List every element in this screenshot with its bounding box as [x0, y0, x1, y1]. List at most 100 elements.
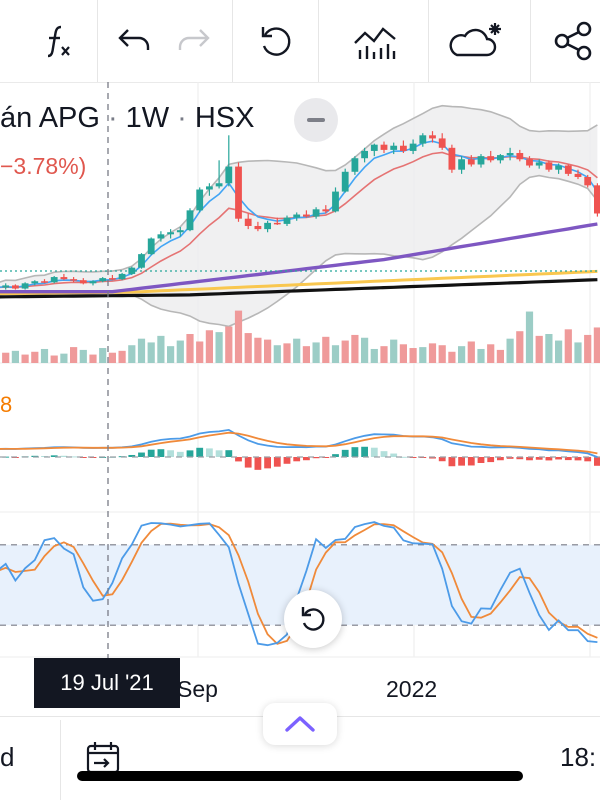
macd-histogram-bar [467, 457, 475, 466]
symbol-title: án APG [0, 101, 100, 134]
macd-histogram-bar [196, 447, 204, 457]
volume-bar [108, 352, 116, 363]
macd-histogram-bar [157, 449, 165, 457]
volume-bar [409, 348, 417, 363]
candle-body [458, 159, 465, 170]
expand-panel-button[interactable] [263, 703, 337, 745]
x-axis-label-2022: 2022 [386, 676, 438, 702]
symbol-legend[interactable]: án APG · 1W · HSX [0, 96, 254, 140]
volume-bar [506, 338, 514, 363]
macd-histogram-bar [351, 447, 359, 457]
toolbar-divider [428, 0, 429, 82]
volume-bar [79, 349, 87, 363]
candle-body [273, 222, 281, 225]
candle-body [70, 279, 77, 281]
candle-body [186, 210, 194, 231]
volume-bar [496, 349, 504, 363]
macd-signal-line [0, 431, 598, 455]
candle-body [264, 222, 271, 230]
macd-histogram-bar [322, 457, 330, 458]
macd-histogram-bar [400, 456, 407, 458]
volume-bar [331, 345, 340, 363]
candle-body [21, 283, 29, 289]
volume-bar [147, 342, 155, 363]
candle-body [176, 230, 184, 233]
candle-body [109, 278, 116, 280]
macd-histogram-bar [535, 457, 543, 460]
interval-label[interactable]: 1W [125, 101, 170, 134]
volume-bar [50, 355, 58, 363]
volume-bar [273, 345, 281, 363]
macd-histogram-bar [506, 457, 514, 459]
volume-bar [477, 348, 485, 363]
macd-histogram-bar [458, 457, 465, 466]
volume-bar [341, 340, 349, 363]
macd-histogram-bar [303, 457, 310, 461]
volume-bar [302, 346, 310, 363]
volume-bar [264, 339, 272, 363]
indicators-icon[interactable] [340, 0, 410, 82]
candle-body [380, 144, 388, 150]
reset-icon[interactable] [246, 0, 306, 82]
candle-body [477, 156, 485, 165]
volume-bar [525, 311, 534, 363]
macd-histogram-bar [215, 450, 223, 457]
function-icon[interactable] [22, 0, 92, 82]
macd-histogram-bar [584, 457, 592, 462]
undo-icon[interactable] [110, 0, 160, 82]
macd-legend-value: 8 [0, 392, 13, 417]
volume-bar [234, 310, 243, 363]
macd-histogram-bar [341, 449, 349, 457]
volume-bar [351, 334, 359, 363]
candle-body [50, 277, 58, 283]
toolbar-divider [318, 0, 319, 82]
candle-body [41, 281, 48, 283]
candle-body [2, 285, 10, 288]
candle-body [118, 273, 126, 280]
volume-bar [283, 343, 291, 363]
redo-icon[interactable] [168, 0, 218, 82]
volume-bar [293, 338, 301, 363]
chevron-up-icon [285, 716, 315, 732]
share-icon[interactable] [545, 0, 600, 82]
reset-icon [301, 607, 325, 631]
candle-body [79, 280, 87, 284]
toolbar-divider [530, 0, 531, 82]
collapse-legend-button[interactable] [294, 98, 338, 142]
macd-histogram-bar [60, 455, 68, 457]
macd-histogram-bar [138, 452, 145, 457]
candle-body [390, 145, 398, 150]
exchange-label: HSX [194, 101, 255, 134]
timeframe-text[interactable]: d [0, 742, 15, 772]
candle-body [206, 186, 213, 190]
candle-body [244, 218, 252, 226]
candle-body [89, 281, 97, 284]
volume-bar [60, 353, 68, 363]
macd-histogram-bar [516, 457, 524, 460]
macd-histogram-bar [361, 446, 368, 457]
candle-body [99, 278, 107, 282]
candle-body [448, 147, 456, 170]
macd-histogram-bar [564, 457, 572, 461]
volume-bar [89, 354, 97, 363]
volume-bar [487, 344, 495, 363]
macd-histogram-bar [487, 457, 495, 463]
volume-bar [370, 348, 378, 363]
candle-body [506, 153, 514, 156]
volume-bar [137, 338, 146, 363]
volume-bar [322, 336, 330, 363]
candle-body [370, 144, 378, 151]
volume-bar [390, 339, 398, 363]
volume-bar [157, 335, 165, 363]
candle-body [516, 153, 524, 160]
candle-body [341, 171, 349, 192]
weather-cloud-icon[interactable] [440, 0, 510, 82]
candle-body [157, 234, 165, 239]
volume-bar [555, 340, 563, 363]
reset-chart-button[interactable] [284, 590, 342, 648]
candle-body [361, 150, 368, 159]
candle-body [138, 254, 145, 268]
macd-histogram-bar [273, 457, 281, 467]
volume-bar [40, 348, 49, 363]
candle-body [322, 209, 330, 212]
